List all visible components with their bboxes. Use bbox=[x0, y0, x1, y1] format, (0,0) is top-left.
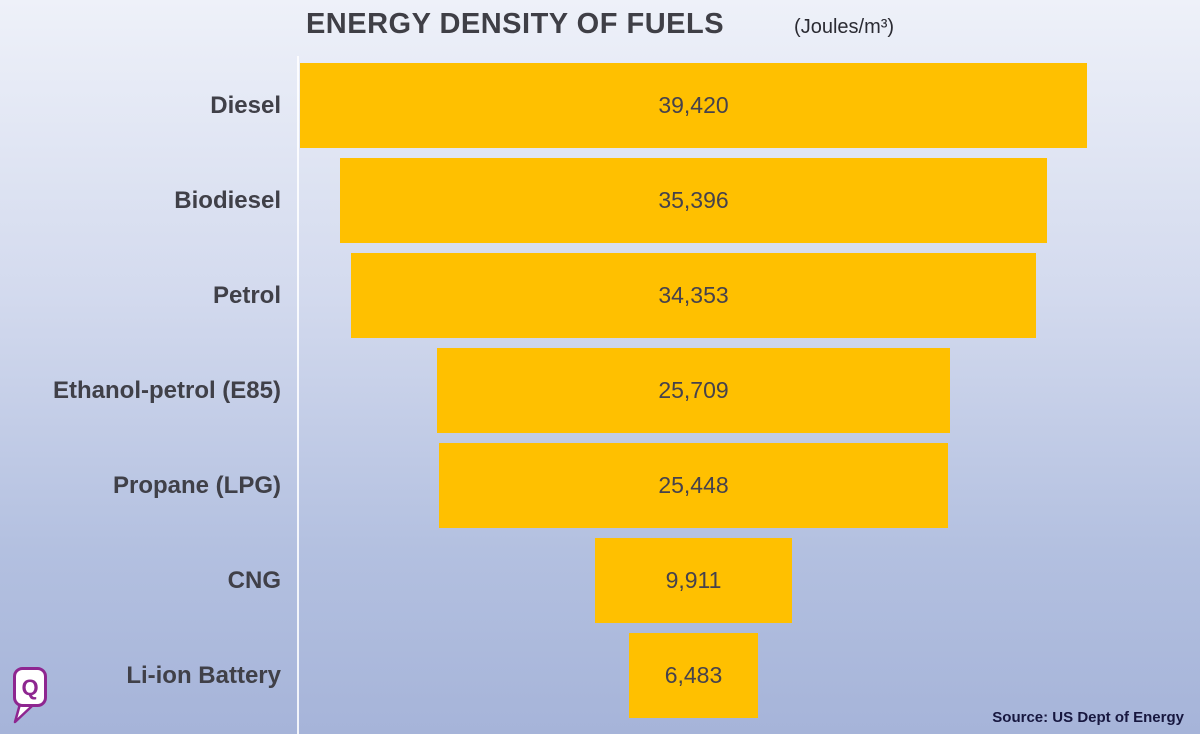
chart-row: CNG 9,911 bbox=[0, 533, 1200, 628]
category-label: Propane (LPG) bbox=[112, 471, 281, 499]
chart-row: Ethanol-petrol (E85) 25,709 bbox=[0, 343, 1200, 438]
category-label: CNG bbox=[227, 566, 281, 594]
bar-value-label: 34,353 bbox=[658, 282, 729, 308]
bar: 25,448 bbox=[439, 443, 948, 528]
source-credit: Source: US Dept of Energy bbox=[992, 709, 1184, 726]
bar-track: 34,353 bbox=[300, 253, 1087, 338]
chart-row: Li-ion Battery 6,483 bbox=[0, 628, 1200, 723]
bar: 25,709 bbox=[436, 348, 951, 433]
chart-units-label: (Joules/m³) bbox=[794, 16, 895, 38]
axis-line bbox=[297, 56, 299, 734]
chart-row: Petrol 34,353 bbox=[0, 248, 1200, 343]
bar-value-label: 9,911 bbox=[665, 567, 722, 593]
funnel-chart: Diesel 39,420 Biodiesel 35,396 Petrol 34… bbox=[0, 58, 1200, 723]
bar-track: 39,420 bbox=[300, 63, 1087, 148]
quint-logo-icon: Q bbox=[13, 667, 47, 724]
category-label: Petrol bbox=[212, 281, 281, 309]
category-label: Biodiesel bbox=[174, 186, 281, 214]
bar-value-label: 25,709 bbox=[658, 377, 729, 403]
chart-row: Biodiesel 35,396 bbox=[0, 153, 1200, 248]
bar-value-label: 6,483 bbox=[664, 662, 723, 688]
bar-value-label: 39,420 bbox=[658, 92, 729, 118]
bar-value-label: 25,448 bbox=[658, 472, 729, 498]
chart-row: Diesel 39,420 bbox=[0, 58, 1200, 153]
chart-header: ENERGY DENSITY OF FUELS (Joules/m³) bbox=[0, 8, 1200, 41]
bar-value-label: 35,396 bbox=[658, 187, 729, 213]
bar: 9,911 bbox=[594, 538, 793, 623]
bar-track: 6,483 bbox=[300, 633, 1087, 718]
bar-track: 25,709 bbox=[300, 348, 1087, 433]
bar: 6,483 bbox=[628, 633, 759, 718]
bar-track: 35,396 bbox=[300, 158, 1087, 243]
category-label: Diesel bbox=[210, 91, 281, 119]
bar: 39,420 bbox=[300, 63, 1087, 148]
chart-row: Propane (LPG) 25,448 bbox=[0, 438, 1200, 533]
bar: 35,396 bbox=[340, 158, 1047, 243]
chart-title: ENERGY DENSITY OF FUELS bbox=[305, 8, 725, 40]
category-label: Ethanol-petrol (E85) bbox=[52, 376, 281, 404]
category-label: Li-ion Battery bbox=[126, 661, 281, 689]
bar-track: 25,448 bbox=[300, 443, 1087, 528]
bar-track: 9,911 bbox=[300, 538, 1087, 623]
svg-text:Q: Q bbox=[21, 675, 38, 700]
bar: 34,353 bbox=[350, 253, 1037, 338]
